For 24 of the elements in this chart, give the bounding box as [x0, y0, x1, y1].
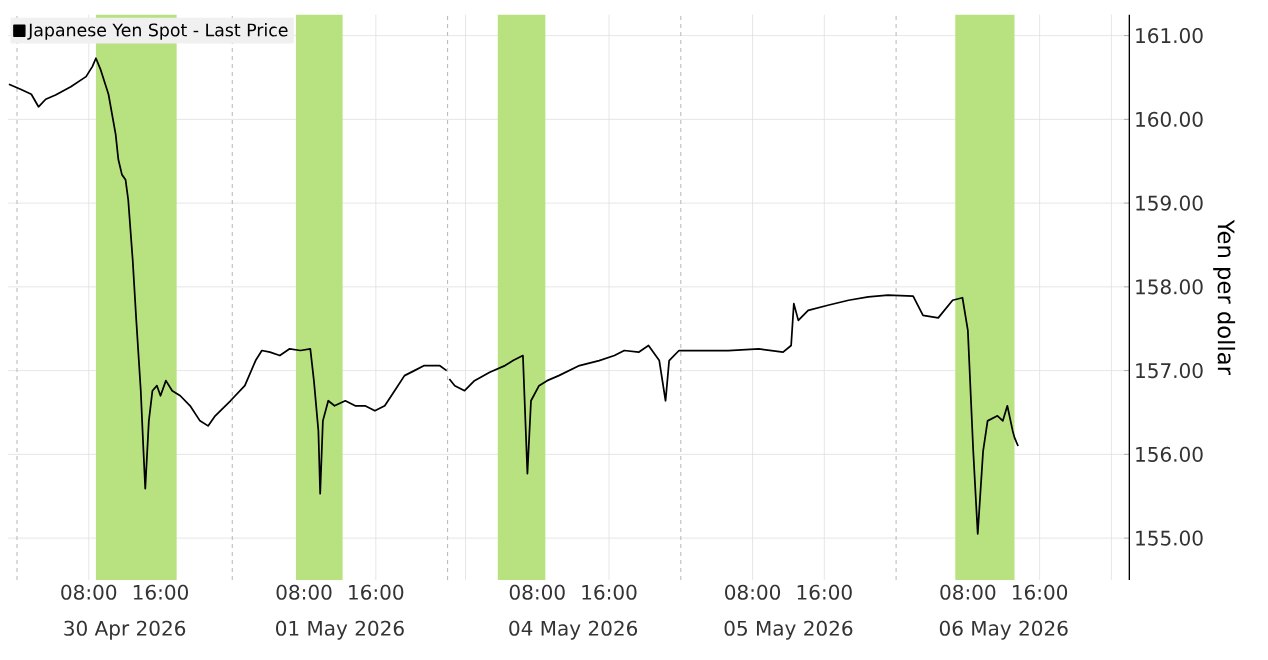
x-tick-label: 08:00 — [276, 584, 332, 600]
text: 06 May 2026 — [939, 620, 1068, 640]
x-tick-label: 16:00 — [1013, 584, 1068, 600]
x-tick-label: 16:00 — [133, 584, 188, 600]
y-tick-label: 160.00 — [1136, 111, 1203, 127]
y-tick-label: 157.00 — [1136, 363, 1203, 379]
y-tick-label: 158.00 — [1136, 279, 1203, 295]
y-axis-title: Yen per dollar — [1213, 219, 1236, 375]
x-tick-label: 08:00 — [61, 584, 117, 600]
x-tick-label: 08:00 — [509, 584, 565, 600]
y-tick-label: 156.00 — [1136, 446, 1203, 462]
text: 05 May 2026 — [724, 620, 853, 640]
x-tick-label: 16:00 — [349, 584, 404, 600]
x-tick-label: 16:00 — [797, 584, 852, 600]
text: 30 Apr 2026 — [64, 620, 186, 640]
text: 01 May 2026 — [276, 620, 404, 640]
x-tick-label: 08:00 — [940, 584, 996, 600]
y-tick-label: 159.00 — [1136, 195, 1203, 211]
y-tick-label: 161.00 — [1136, 28, 1203, 44]
x-tick-label: 08:00 — [725, 584, 781, 600]
y-tick-label: 155.00 — [1136, 530, 1203, 546]
x-tick-label: 16:00 — [582, 584, 637, 600]
text: 04 May 2026 — [509, 620, 638, 640]
legend-label: Japanese Yen Spot - Last Price — [27, 23, 288, 40]
